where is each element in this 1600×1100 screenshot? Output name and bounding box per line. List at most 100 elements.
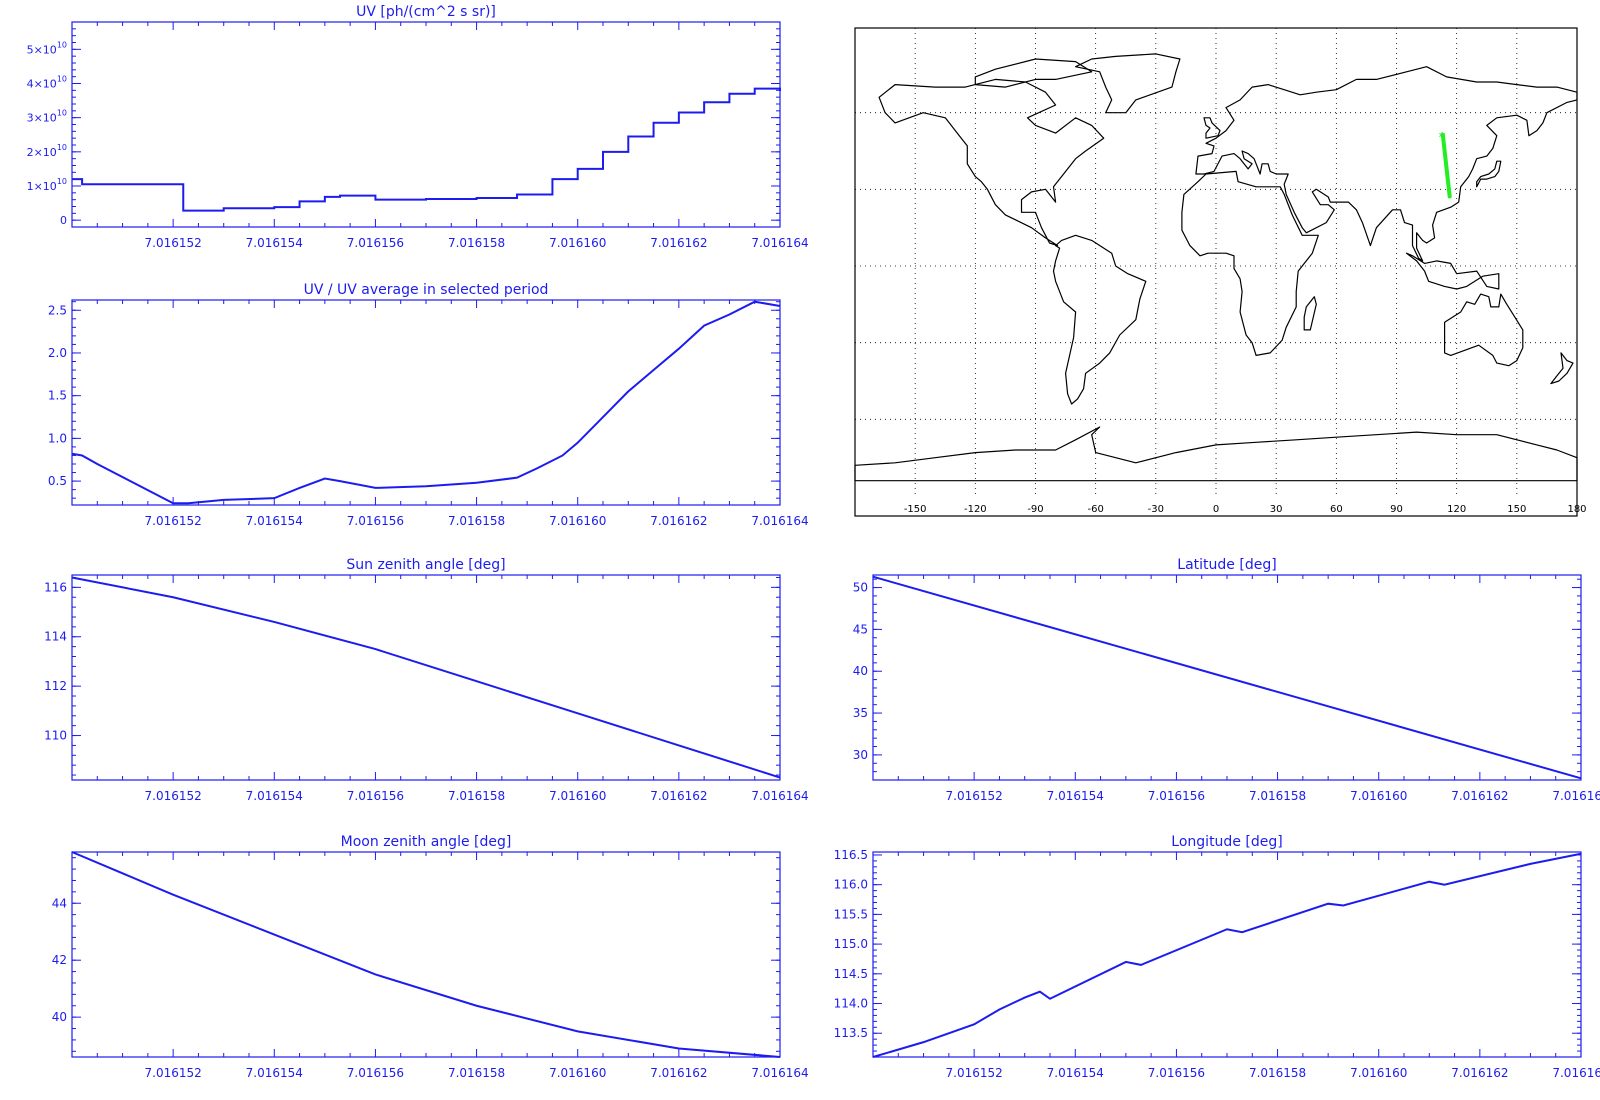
x-tick-label: 7.016160 xyxy=(1350,789,1407,803)
y-tick-label: 0.5 xyxy=(48,474,67,488)
y-tick-label: 5×1010 xyxy=(27,40,67,56)
x-tick-label: 7.016162 xyxy=(650,1066,707,1080)
x-tick-label: 7.016156 xyxy=(347,236,404,250)
x-tick-label: 7.016164 xyxy=(1552,789,1600,803)
y-tick-base: 4×10 xyxy=(27,78,57,91)
coastline-australia xyxy=(1443,293,1524,367)
y-tick-label: 116.5 xyxy=(834,848,868,862)
coastline-north-america xyxy=(878,78,1105,247)
chart-title: Latitude [deg] xyxy=(1177,557,1276,573)
plot-frame xyxy=(71,21,781,228)
x-tick-label: 7.016152 xyxy=(145,514,202,528)
x-tick-label: 7.016152 xyxy=(946,1066,1003,1080)
ground-track xyxy=(1440,132,1452,199)
map-lon-label: -30 xyxy=(1148,504,1164,515)
x-tick-label: 7.016154 xyxy=(1047,1066,1104,1080)
chart-latitude: Latitude [deg] 7.016152 7.016154 7.016156 7.… xyxy=(853,557,1600,803)
y-tick-label: 2×1010 xyxy=(27,143,67,159)
y-tick-label: 114.5 xyxy=(834,967,868,981)
x-tick-label: 7.016160 xyxy=(549,514,606,528)
x-tick-label: 7.016160 xyxy=(549,1066,606,1080)
chart-title: UV [ph/(cm^2 s sr)] xyxy=(356,4,496,20)
y-tick-label: 3×1010 xyxy=(27,109,67,125)
y-tick-base: 1×10 xyxy=(27,180,57,193)
x-tick-label: 7.016162 xyxy=(650,236,707,250)
x-tick-label: 7.016152 xyxy=(145,236,202,250)
y-tick-label: 44 xyxy=(52,896,67,910)
x-tick-label: 7.016160 xyxy=(549,789,606,803)
x-tick-label: 7.016152 xyxy=(145,1066,202,1080)
coastline-africa xyxy=(1181,170,1319,356)
y-tick-label: 113.5 xyxy=(834,1026,868,1040)
coastline-indonesia xyxy=(1405,252,1500,290)
coastline-new-zealand xyxy=(1550,352,1574,385)
x-tick-label: 7.016160 xyxy=(549,236,606,250)
y-tick-label: 112 xyxy=(44,679,67,693)
x-tick-label: 7.016154 xyxy=(246,789,303,803)
x-tick-label: 7.016162 xyxy=(650,789,707,803)
y-tick-label: 114 xyxy=(44,630,67,644)
y-tick-label: 35 xyxy=(853,706,868,720)
y-tick-label: 40 xyxy=(52,1010,67,1024)
series-line-uvratio xyxy=(71,300,781,505)
chart-moonzen: Moon zenith angle [deg] 7.016152 7.016154 7… xyxy=(52,834,809,1080)
x-tick-label: 7.016164 xyxy=(751,514,808,528)
x-tick-label: 7.016158 xyxy=(448,236,505,250)
map-lon-label: -120 xyxy=(964,504,987,515)
map-lon-label: 0 xyxy=(1213,504,1219,515)
series-line-uv xyxy=(72,87,781,212)
map-lon-label: 90 xyxy=(1390,504,1403,515)
x-tick-label: 7.016156 xyxy=(347,1066,404,1080)
x-tick-label: 7.016156 xyxy=(347,514,404,528)
x-tick-label: 7.016162 xyxy=(1451,789,1508,803)
x-tick-label: 7.016158 xyxy=(448,1066,505,1080)
y-tick-base: 2×10 xyxy=(27,146,57,159)
series-line-moonzen xyxy=(71,851,781,1058)
y-tick-label: 1.5 xyxy=(48,389,67,403)
chart-title: UV / UV average in selected period xyxy=(304,282,549,298)
chart-sunzen: Sun zenith angle [deg] 7.016152 7.016154 7.… xyxy=(44,557,809,803)
coastline-eurasia xyxy=(1195,66,1578,262)
y-tick-label: 115.5 xyxy=(834,907,868,921)
plot-frame xyxy=(872,851,1582,1058)
chart-uv: UV [ph/(cm^2 s sr)] 7.016152 7.016154 7.016… xyxy=(27,4,809,250)
x-tick-label: 7.016158 xyxy=(1249,789,1306,803)
y-tick-base: 5×10 xyxy=(27,43,57,56)
x-tick-label: 7.016154 xyxy=(246,1066,303,1080)
x-tick-label: 7.016156 xyxy=(347,789,404,803)
y-tick-label: 30 xyxy=(853,748,868,762)
x-tick-label: 7.016154 xyxy=(246,514,303,528)
x-tick-label: 7.016156 xyxy=(1148,789,1205,803)
chart-title: Longitude [deg] xyxy=(1171,834,1282,850)
y-tick-label: 2.5 xyxy=(48,303,67,317)
plot-frame xyxy=(71,851,781,1058)
x-tick-label: 7.016164 xyxy=(751,789,808,803)
map-lon-label: -90 xyxy=(1027,504,1043,515)
y-tick-label: 1.0 xyxy=(48,431,67,445)
y-tick-label: 2.0 xyxy=(48,346,67,360)
coastline-south-america xyxy=(1052,234,1147,405)
y-tick-label: 115.0 xyxy=(834,937,868,951)
world-map: -150 -120 -90 -60 -30 0 30 60 90 120 150 180 * xyxy=(854,27,1587,517)
map-lon-label: 150 xyxy=(1507,504,1526,515)
chart-title: Moon zenith angle [deg] xyxy=(341,834,512,850)
coastline-arctic-islands xyxy=(974,58,1093,88)
x-tick-label: 7.016158 xyxy=(448,514,505,528)
y-tick-base: 0 xyxy=(60,214,67,227)
plot-frame xyxy=(71,574,781,781)
chart-uvratio: UV / UV average in selected period 7.0161… xyxy=(48,282,809,528)
x-tick-label: 7.016162 xyxy=(650,514,707,528)
y-tick-label: 45 xyxy=(853,622,868,636)
y-tick-label: 1×1010 xyxy=(27,177,67,193)
series-line-sunzen xyxy=(71,576,781,779)
x-tick-label: 7.016164 xyxy=(751,236,808,250)
x-tick-label: 7.016160 xyxy=(1350,1066,1407,1080)
x-tick-label: 7.016158 xyxy=(448,789,505,803)
x-tick-label: 7.016164 xyxy=(1552,1066,1600,1080)
y-tick-label: 116 xyxy=(44,580,67,594)
y-tick-exponent: 10 xyxy=(57,143,67,152)
chart-title: Sun zenith angle [deg] xyxy=(346,557,505,573)
x-tick-label: 7.016152 xyxy=(946,789,1003,803)
y-tick-exponent: 10 xyxy=(57,177,67,186)
